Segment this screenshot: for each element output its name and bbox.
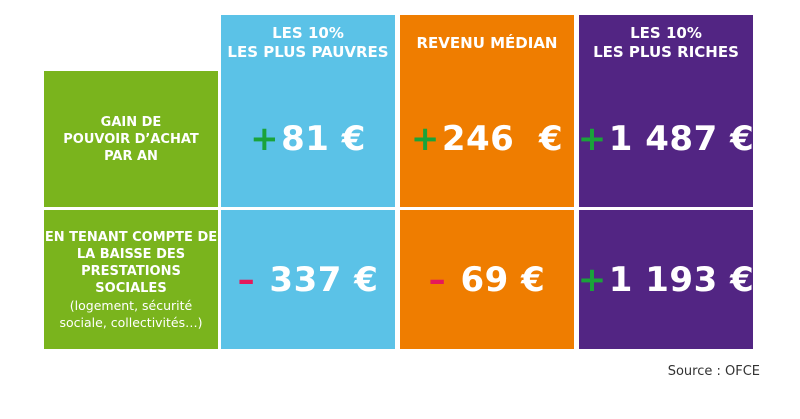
row1-label-line1: GAIN DE	[100, 114, 162, 130]
row-label-purchasing-power: GAIN DE POUVOIR D’ACHAT PAR AN	[44, 71, 218, 207]
row-label-social-benefits: EN TENANT COMPTE DE LA BAISSE DES PRESTA…	[44, 210, 218, 349]
amount: 246 €	[441, 119, 564, 159]
value-r1-poorest: +81 €	[221, 71, 395, 207]
header-poorest-line2: LES PLUS PAUVRES	[227, 43, 389, 61]
amount: 81 €	[281, 119, 366, 159]
amount: 69 €	[448, 259, 546, 300]
minus-sign: –	[237, 259, 256, 300]
value-r2-richest: +1 193 €	[577, 210, 755, 349]
plus-sign: +	[410, 119, 440, 159]
value-r2-poorest: – 337 €	[221, 210, 395, 349]
value-r1-median: +246 €	[400, 71, 574, 207]
amount: 1 193 €	[608, 259, 755, 300]
plus-sign: +	[250, 119, 280, 159]
header-richest-line1: LES 10%	[630, 24, 702, 42]
value-r2-median: – 69 €	[400, 210, 574, 349]
row2-sub-line2: sociale, collectivités…)	[59, 314, 203, 330]
amount: 337 €	[257, 259, 379, 300]
row1-label-line2: POUVOIR D’ACHAT	[63, 131, 199, 147]
row1-label-line3: PAR AN	[104, 148, 158, 164]
plus-sign: +	[577, 119, 607, 159]
header-richest: LES 10% LES PLUS RICHES	[579, 15, 753, 71]
row2-sub-line1: (logement, sécurité	[69, 297, 193, 313]
header-median-line1: REVENU MÉDIAN	[416, 33, 558, 52]
row2-label-line3: PRESTATIONS SOCIALES	[81, 263, 181, 296]
row2-label-line1: EN TENANT COMPTE DE	[44, 229, 218, 245]
amount: 1 487 €	[608, 119, 755, 159]
header-poorest: LES 10% LES PLUS PAUVRES	[221, 15, 395, 71]
source-note: Source : OFCE	[667, 364, 760, 379]
value-r1-richest: +1 487 €	[577, 71, 755, 207]
row2-label-line2: LA BAISSE DES	[76, 246, 186, 262]
minus-sign: –	[428, 259, 447, 300]
header-richest-line2: LES PLUS RICHES	[593, 43, 739, 61]
header-poorest-line1: LES 10%	[272, 24, 344, 42]
plus-sign: +	[577, 259, 607, 300]
header-median: REVENU MÉDIAN	[400, 15, 574, 71]
